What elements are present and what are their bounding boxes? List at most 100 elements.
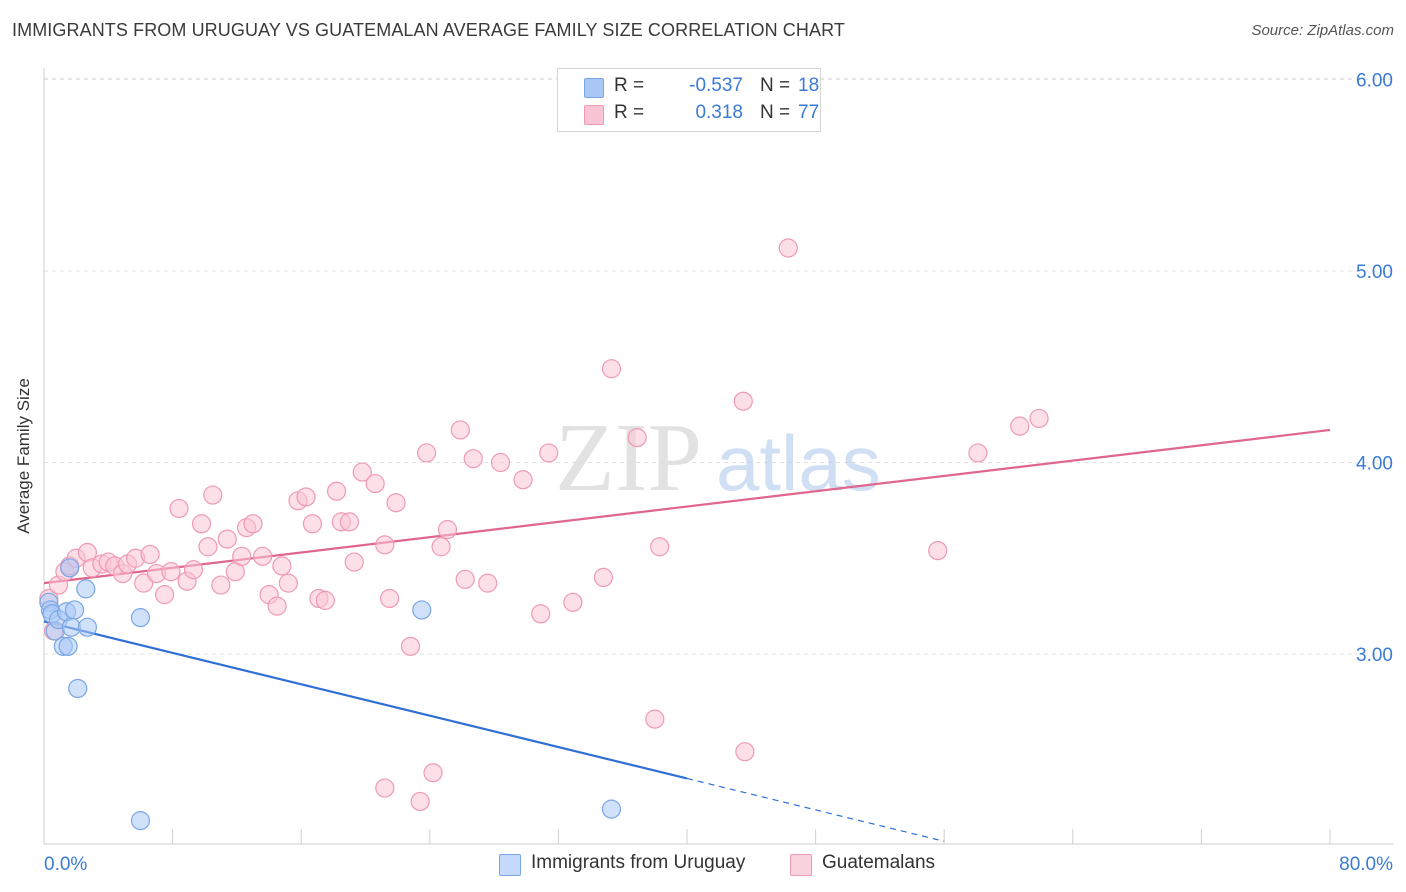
point-guatemalans: [211, 575, 231, 595]
source-label: Source: ZipAtlas.com: [1251, 22, 1394, 39]
point-guatemalans: [1010, 416, 1030, 436]
point-guatemalans: [243, 514, 263, 534]
legend-n-label: N =: [760, 102, 791, 123]
legend-swatch-uruguay: [584, 78, 604, 98]
point-guatemalans: [302, 514, 323, 534]
axes: [43, 68, 1394, 845]
trend-line-uruguay: [43, 620, 688, 780]
point-guatemalans: [296, 487, 316, 507]
legend-n-value: 77: [798, 102, 820, 123]
point-uruguay: [68, 678, 88, 699]
point-guatemalans: [431, 537, 451, 557]
point-guatemalans: [1029, 408, 1049, 429]
trend-line-uruguay-extension: [686, 777, 945, 842]
legend-label-guatemalans: Guatemalans: [822, 852, 936, 873]
point-guatemalans: [232, 546, 252, 566]
legend-swatch-guatemalans: [584, 105, 604, 125]
point-guatemalans: [183, 560, 204, 580]
point-guatemalans: [386, 493, 406, 513]
point-guatemalans: [437, 519, 458, 540]
point-uruguay: [412, 600, 432, 620]
point-guatemalans: [513, 470, 533, 490]
point-uruguay: [60, 558, 80, 578]
point-guatemalans: [968, 443, 988, 463]
point-guatemalans: [191, 514, 212, 534]
point-guatemalans: [253, 546, 273, 566]
point-guatemalans: [563, 592, 583, 612]
point-guatemalans: [344, 552, 364, 572]
watermark-zip: ZIP: [555, 404, 702, 512]
point-guatemalans: [601, 359, 622, 379]
point-guatemalans: [627, 428, 647, 448]
point-guatemalans: [733, 391, 753, 411]
point-guatemalans: [198, 537, 218, 557]
legend-n-value: 18: [798, 75, 820, 96]
y-tick-label: 3.00: [1356, 645, 1393, 666]
point-guatemalans: [450, 420, 470, 440]
point-guatemalans: [315, 590, 335, 610]
legend-n-label: N =: [760, 75, 791, 96]
point-guatemalans: [134, 573, 154, 593]
point-guatemalans: [326, 481, 347, 501]
series-legend: Immigrants from Uruguay Guatemalans: [0, 851, 1406, 879]
point-uruguay: [61, 617, 81, 637]
point-guatemalans: [217, 529, 237, 549]
point-guatemalans: [375, 778, 395, 798]
point-guatemalans: [203, 485, 223, 505]
y-tick-label: 5.00: [1356, 262, 1393, 283]
point-guatemalans: [778, 238, 798, 258]
legend-r-label: R =: [614, 102, 645, 123]
point-guatemalans: [416, 443, 437, 463]
point-uruguay: [130, 811, 151, 831]
point-uruguay: [130, 608, 151, 628]
point-uruguay: [601, 799, 622, 819]
point-guatemalans: [410, 791, 430, 812]
point-guatemalans: [339, 512, 360, 532]
point-guatemalans: [539, 443, 559, 463]
point-guatemalans: [272, 556, 292, 576]
x-tick-label-min: 0.0%: [44, 854, 87, 875]
y-tick-label: 4.00: [1356, 454, 1393, 475]
point-guatemalans: [490, 452, 511, 473]
point-guatemalans: [645, 709, 665, 729]
y-tick-labels: 3.00 4.00 5.00 6.00: [1356, 71, 1393, 667]
chart-title: IMMIGRANTS FROM URUGUAY VS GUATEMALAN AV…: [12, 20, 845, 40]
point-uruguay: [58, 636, 78, 656]
point-guatemalans: [735, 742, 755, 762]
point-uruguay: [76, 579, 96, 599]
point-guatemalans: [463, 449, 483, 469]
stats-legend: R = -0.537 N = 18 R = 0.318 N = 77: [557, 68, 821, 132]
x-tick-label-max: 80.0%: [1339, 854, 1393, 875]
point-guatemalans: [478, 573, 498, 593]
point-guatemalans: [455, 569, 475, 589]
point-guatemalans: [278, 573, 298, 593]
point-guatemalans: [928, 540, 948, 561]
point-guatemalans: [400, 636, 421, 656]
point-guatemalans: [423, 763, 443, 783]
point-guatemalans: [593, 567, 614, 588]
point-guatemalans: [267, 596, 287, 616]
legend-swatch-uruguay: [499, 854, 521, 876]
point-guatemalans: [352, 462, 372, 482]
y-axis-label: Average Family Size: [14, 378, 33, 534]
point-guatemalans: [375, 535, 395, 555]
watermark: ZIP atlas: [555, 404, 881, 512]
point-guatemalans: [650, 537, 670, 557]
point-uruguay: [77, 617, 98, 637]
legend-r-value: -0.537: [689, 75, 743, 96]
point-guatemalans: [169, 498, 189, 519]
point-uruguay: [64, 600, 85, 620]
data-points: [39, 238, 1049, 831]
gridlines: [44, 77, 1394, 655]
legend-swatch-guatemalans: [790, 854, 812, 876]
legend-r-value: 0.318: [695, 102, 743, 123]
legend-r-label: R =: [614, 75, 645, 96]
legend-label-uruguay: Immigrants from Uruguay: [531, 852, 746, 873]
point-guatemalans: [365, 473, 385, 494]
point-guatemalans: [154, 585, 175, 605]
point-guatemalans: [161, 562, 181, 582]
point-guatemalans: [531, 604, 551, 624]
point-guatemalans: [140, 544, 160, 565]
y-tick-label: 6.00: [1356, 71, 1393, 92]
